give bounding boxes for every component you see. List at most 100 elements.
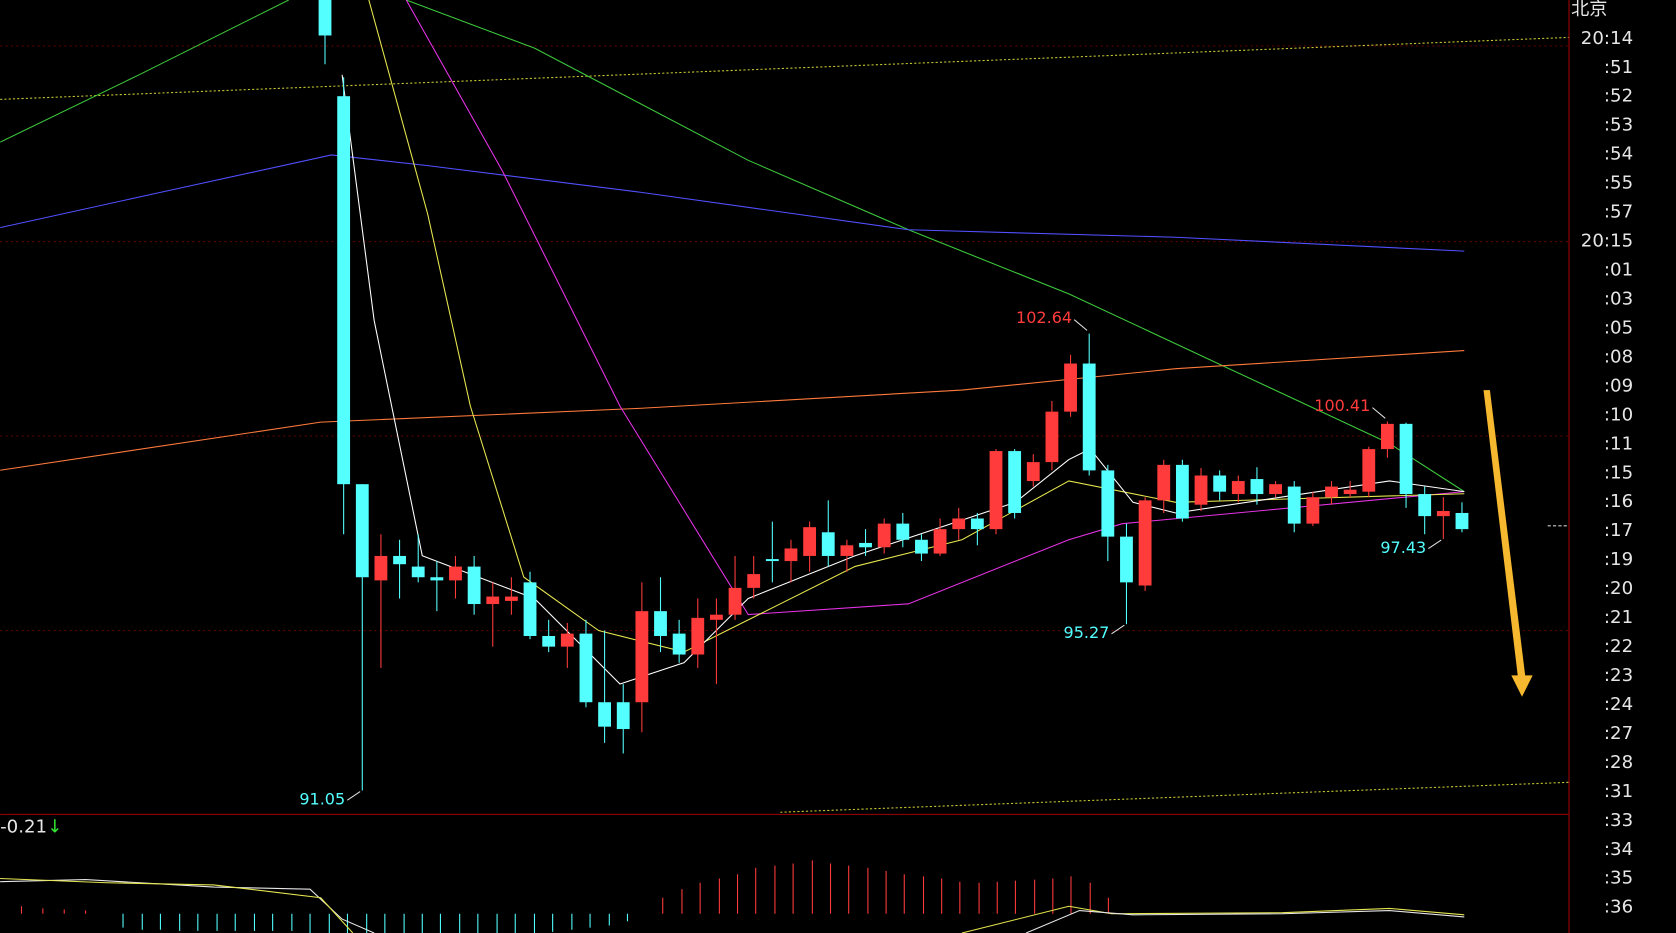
- candle-body: [821, 532, 835, 556]
- down-arrow: [1483, 390, 1533, 697]
- time-label: 20:14: [1581, 28, 1633, 49]
- candle-body: [1231, 481, 1245, 495]
- time-label: :15: [1604, 462, 1633, 483]
- candle-body: [1213, 475, 1227, 492]
- time-label: :17: [1604, 520, 1633, 541]
- candle-body: [1287, 486, 1301, 524]
- candle-body: [654, 611, 667, 636]
- candle-body: [728, 587, 742, 615]
- price-annotation: 97.43: [1380, 538, 1426, 557]
- candle-body: [1418, 494, 1432, 517]
- candle-body: [747, 574, 761, 588]
- candle-body: [1399, 423, 1413, 495]
- candle-body: [952, 518, 966, 530]
- candle-body: [449, 566, 462, 581]
- time-label: :10: [1604, 404, 1633, 425]
- candle-body: [1138, 500, 1152, 586]
- candle-body: [486, 596, 500, 605]
- candle-body: [896, 523, 910, 540]
- grid: [0, 45, 1570, 632]
- time-label: :34: [1604, 839, 1633, 860]
- time-label: :53: [1604, 115, 1633, 136]
- candle-body: [1101, 470, 1115, 537]
- candle-body: [1045, 411, 1059, 463]
- time-label: :08: [1604, 346, 1633, 367]
- time-label: :27: [1604, 723, 1633, 744]
- candle-body: [970, 518, 984, 530]
- candle-body: [1026, 462, 1040, 482]
- time-label: :09: [1604, 375, 1633, 396]
- time-label: :54: [1604, 144, 1633, 165]
- moving-averages: [0, 0, 1465, 685]
- candle-body: [1362, 449, 1376, 492]
- candle-body: [1269, 484, 1282, 495]
- candle-body: [1325, 486, 1338, 498]
- candle-body: [504, 596, 518, 601]
- candle-body: [411, 566, 425, 578]
- price-annotation: 95.27: [1064, 623, 1110, 642]
- candle-body: [1250, 479, 1264, 495]
- candle-body: [374, 555, 388, 581]
- candle-body: [1455, 512, 1469, 530]
- candle-body: [393, 555, 406, 565]
- trend-lines: [0, 36, 1570, 813]
- candle-body: [1380, 423, 1394, 450]
- time-label: :16: [1604, 491, 1633, 512]
- annotation-arrow: [1372, 407, 1386, 419]
- candle-body: [1306, 497, 1320, 524]
- candle-body: [1120, 536, 1133, 583]
- time-label: :11: [1604, 433, 1633, 454]
- candle-body: [877, 523, 891, 548]
- candle-body: [1082, 363, 1096, 471]
- candle-body: [915, 539, 928, 554]
- candle-body: [337, 96, 351, 485]
- time-label: :23: [1604, 665, 1633, 686]
- candle-body: [355, 484, 369, 578]
- candle-body: [784, 548, 798, 562]
- candle-body: [710, 614, 723, 620]
- candle-body: [1008, 451, 1022, 513]
- candle-body: [989, 451, 1003, 530]
- candle-body: [691, 617, 705, 655]
- candle-body: [1157, 464, 1171, 501]
- candle-body: [430, 577, 444, 581]
- candle-body: [933, 529, 947, 554]
- timezone-label: 北京: [1571, 0, 1607, 20]
- time-label: :55: [1604, 173, 1633, 194]
- time-label: :03: [1604, 288, 1633, 309]
- candle-body: [598, 702, 612, 727]
- candle-body: [616, 702, 630, 730]
- candle-body: [1436, 510, 1450, 517]
- time-label: :19: [1604, 549, 1633, 570]
- candle-body: [318, 0, 332, 36]
- candle-body: [803, 527, 817, 556]
- time-label: :22: [1604, 636, 1633, 657]
- indicator-label: -0.21↓: [0, 817, 62, 838]
- time-label: :24: [1604, 694, 1633, 715]
- annotation-arrow: [1428, 539, 1442, 550]
- candle-body: [859, 542, 872, 548]
- time-label: :52: [1604, 86, 1633, 107]
- candle-body: [467, 566, 481, 605]
- candle-body: [672, 633, 686, 655]
- time-label: 20:15: [1581, 231, 1633, 252]
- annotations: 91.05 102.64 95.27 100.41 97.43: [299, 308, 1442, 808]
- time-label: :51: [1604, 57, 1633, 78]
- candle-body: [1064, 363, 1077, 412]
- price-annotation: 100.41: [1314, 396, 1370, 415]
- time-label: :05: [1604, 317, 1633, 338]
- time-list: 20:14:51:52:53:54:55:57 20:15:01:03:05:08…: [1581, 28, 1633, 918]
- price-annotation: 91.05: [299, 789, 345, 808]
- candle-body: [523, 582, 537, 636]
- candle-body: [579, 633, 593, 703]
- candle-body: [560, 633, 574, 647]
- time-label: :31: [1604, 781, 1633, 802]
- candle-body: [1343, 489, 1357, 495]
- candle-body: [542, 635, 556, 647]
- annotation-arrow: [1073, 319, 1088, 331]
- candle-body: [1194, 475, 1208, 505]
- time-label: :36: [1604, 897, 1633, 918]
- macd-panel: [0, 860, 1465, 933]
- candle-body: [840, 545, 854, 556]
